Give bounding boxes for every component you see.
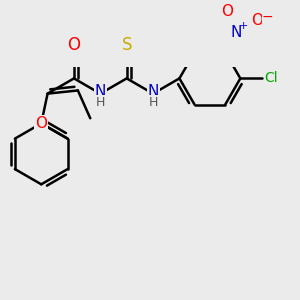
Text: O: O: [221, 4, 233, 19]
Text: O: O: [252, 13, 264, 28]
Text: H: H: [96, 96, 105, 109]
Text: N: N: [231, 25, 242, 40]
Text: −: −: [262, 10, 274, 23]
Text: N: N: [94, 84, 106, 99]
Text: O: O: [68, 36, 80, 54]
Text: O: O: [35, 116, 47, 131]
Text: Cl: Cl: [264, 71, 278, 85]
Text: H: H: [148, 96, 158, 109]
Text: N: N: [147, 84, 159, 99]
Text: S: S: [122, 36, 132, 54]
Text: +: +: [238, 21, 248, 31]
